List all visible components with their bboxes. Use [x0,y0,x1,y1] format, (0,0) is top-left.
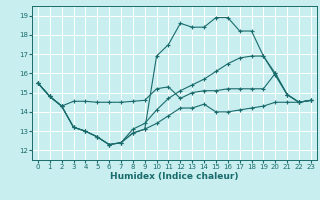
X-axis label: Humidex (Indice chaleur): Humidex (Indice chaleur) [110,172,239,181]
